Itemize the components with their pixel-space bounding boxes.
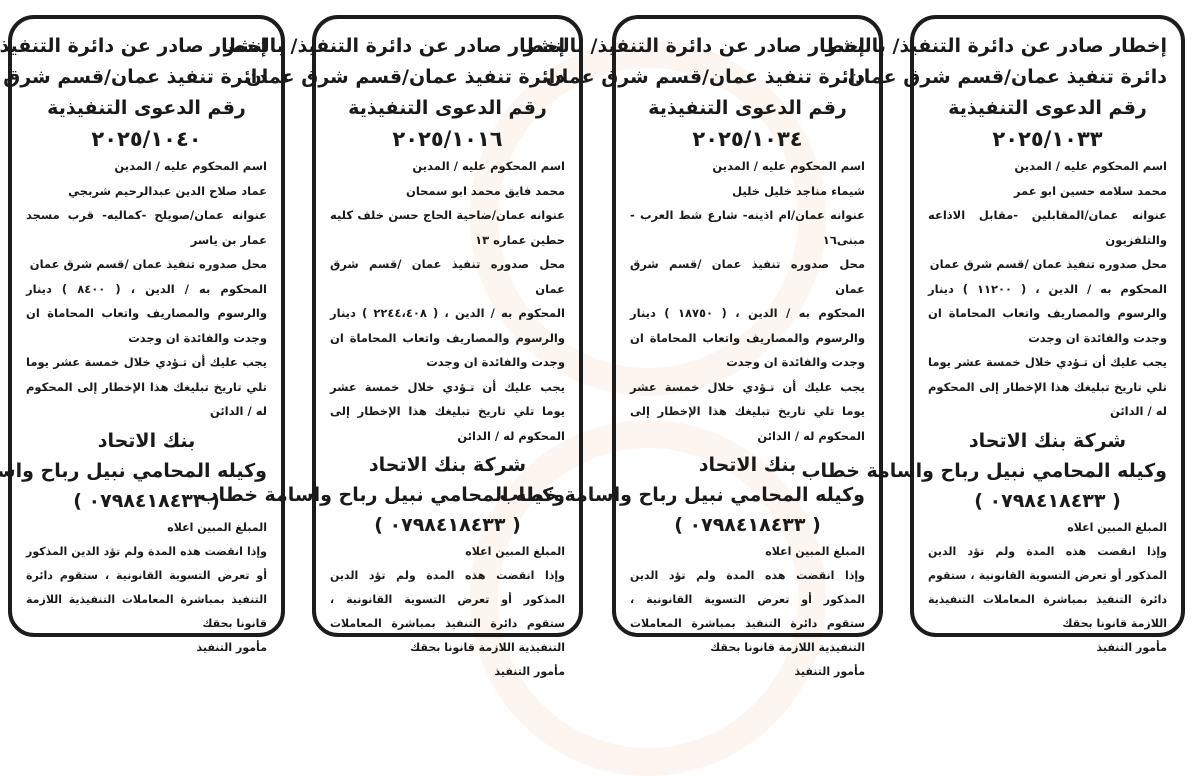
issuing-office: محل صدوره تنفيذ عمان /قسم شرق عمان xyxy=(330,257,565,296)
creditor-name: بنك الاتحاد xyxy=(97,429,196,452)
notice-footer: المبلغ المبين اعلاه وإذا انقضت هذه المدة … xyxy=(26,516,267,660)
case-number: ٢٠٢٥/١٠٣٣ xyxy=(992,127,1103,151)
creditor-name: شركة بنك الاتحاد xyxy=(368,454,527,476)
creditor-name: شركة بنك الاتحاد xyxy=(968,429,1127,452)
notice-title: إخطار صادر عن دائرة التنفيذ/ بالنشر xyxy=(825,35,1167,57)
notice-footer: المبلغ المبين اعلاه وإذا انقضت هذه المدة … xyxy=(630,540,865,684)
notice-footer: المبلغ المبين اعلاه وإذا انقضت هذه المدة … xyxy=(928,516,1167,660)
department: دائرة تنفيذ عمان/قسم شرق عمان xyxy=(545,66,865,88)
court-notice: إخطار صادر عن دائرة التنفيذ/ بالنشر دائرة… xyxy=(499,15,883,678)
signature: مأمور التنفيذ xyxy=(1096,640,1167,654)
case-number: ٢٠٢٥/١٠٤٠ xyxy=(91,127,202,151)
notice-title: إخطار صادر عن دائرة التنفيذ/ بالنشر xyxy=(523,35,865,57)
amount-reference: المبلغ المبين اعلاه xyxy=(1067,520,1167,534)
warning-text: وإذا انقضت هذه المدة ولم تؤد الدين المذك… xyxy=(26,544,267,630)
case-number-label: رقم الدعوى التنفيذية xyxy=(648,97,847,119)
notice-footer: المبلغ المبين اعلاه وإذا انقضت هذه المدة … xyxy=(330,540,565,684)
debtor-name: محمد سلامه حسين ابو عمر xyxy=(1013,183,1167,198)
issuing-office: محل صدوره تنفيذ عمان /قسم شرق عمان xyxy=(29,257,267,271)
phone-number: ( ٠٧٩٨٤١٨٤٣٣ ) xyxy=(374,514,521,536)
notice-body: اسم المحكوم عليه / المدين محمد فايق محمد … xyxy=(330,154,565,448)
case-number-label: رقم الدعوى التنفيذية xyxy=(47,97,246,119)
warning-text: وإذا انقضت هذه المدة ولم تؤد الدين المذك… xyxy=(630,569,865,654)
court-notice: إخطار صادر عن دائرة التنفيذ/ بالنشر دائرة… xyxy=(0,15,285,654)
lawyer-name: وكيله المحامي نبيل رباح واسامة خطاب xyxy=(499,484,865,506)
amount-reference: المبلغ المبين اعلاه xyxy=(465,545,565,558)
court-notice: إخطار صادر عن دائرة التنفيذ/ بالنشر دائرة… xyxy=(199,15,583,678)
signature: مأمور التنفيذ xyxy=(494,665,565,678)
debtor-name: محمد فايق محمد ابو سمحان xyxy=(406,183,565,198)
issuing-office: محل صدوره تنفيذ عمان /قسم شرق عمان xyxy=(929,257,1167,271)
lawyer-name: وكيله المحامي نبيل رباح واسامة خطاب xyxy=(801,459,1167,482)
debtor-label: اسم المحكوم عليه / المدين xyxy=(114,159,267,173)
signature: مأمور التنفيذ xyxy=(794,665,865,678)
judgment-amount: المحكوم به / الدين ، ( ١٨٧٥٠ ) دينار وال… xyxy=(630,306,865,369)
department: دائرة تنفيذ عمان/قسم شرق عمان xyxy=(0,66,267,88)
warning-text: وإذا انقضت هذه المدة ولم تؤد الدين المذك… xyxy=(928,544,1167,630)
payment-obligation: يجب عليك أن تـؤدي خلال خمسة عشر يوما تلي… xyxy=(330,379,565,443)
case-number: ٢٠٢٥/١٠١٦ xyxy=(392,127,503,151)
judgment-amount: المحكوم به / الدين ، ( ٨٤٠٠ ) دينار والر… xyxy=(26,281,267,345)
department: دائرة تنفيذ عمان/قسم شرق عمان xyxy=(847,66,1167,88)
phone-number: ( ٠٧٩٨٤١٨٤٣٣ ) xyxy=(974,489,1121,512)
debtor-name: شيماء مناجد خليل خليل xyxy=(732,183,865,198)
warning-text: وإذا انقضت هذه المدة ولم تؤد الدين المذك… xyxy=(330,569,565,654)
notice-body: اسم المحكوم عليه / المدين محمد سلامه حسين… xyxy=(928,154,1167,424)
payment-obligation: يجب عليك أن تـؤدي خلال خمسة عشر يوما تلي… xyxy=(630,379,865,443)
notice-title: إخطار صادر عن دائرة التنفيذ/ بالنشر xyxy=(0,35,267,57)
notice-title: إخطار صادر عن دائرة التنفيذ/ بالنشر xyxy=(223,35,565,57)
court-notice: إخطار صادر عن دائرة التنفيذ/ بالنشر دائرة… xyxy=(801,15,1185,654)
payment-obligation: يجب عليك أن تـؤدي خلال خمسة عشر يوما تلي… xyxy=(928,355,1167,418)
case-number: ٢٠٢٥/١٠٣٤ xyxy=(692,127,803,151)
debtor-address: عنوانه عمان/المقابلين -مقابل الاذاعه وال… xyxy=(928,208,1167,247)
creditor-name: بنك الاتحاد xyxy=(698,454,797,476)
notice-body: اسم المحكوم عليه / المدين عماد صلاح الدين… xyxy=(26,154,267,424)
department: دائرة تنفيذ عمان/قسم شرق عمان xyxy=(245,66,565,88)
lawyer-name: وكيله المحامي نبيل رباح واسامة خطاب xyxy=(0,459,267,482)
debtor-label: اسم المحكوم عليه / المدين xyxy=(712,159,865,173)
debtor-name: عماد صلاح الدين عبدالرحيم شربجي xyxy=(68,183,267,198)
payment-obligation: يجب عليك أن تـؤدي خلال خمسة عشر يوما تلي… xyxy=(26,355,267,418)
debtor-address: عنوانه عمان/ضاحية الحاج حسن خلف كليه حطي… xyxy=(330,208,565,247)
debtor-address: عنوانه عمان/صويلح -كماليه- قرب مسجد عمار… xyxy=(26,208,267,247)
phone-number: ( ٠٧٩٨٤١٨٤٣٣ ) xyxy=(674,514,821,536)
amount-reference: المبلغ المبين اعلاه xyxy=(167,520,267,534)
judgment-amount: المحكوم به / الدين ، ( ١١٢٠٠ ) دينار وال… xyxy=(928,281,1167,345)
judgment-amount: المحكوم به / الدين ، ( ٢٢٤٤،٤٠٨ ) دينار … xyxy=(330,306,565,369)
case-number-label: رقم الدعوى التنفيذية xyxy=(948,97,1147,119)
issuing-office: محل صدوره تنفيذ عمان /قسم شرق عمان xyxy=(630,257,865,296)
debtor-address: عنوانه عمان/ام اذينه- شارع شط العرب - مب… xyxy=(630,208,865,247)
notice-body: اسم المحكوم عليه / المدين شيماء مناجد خلي… xyxy=(630,154,865,448)
debtor-label: اسم المحكوم عليه / المدين xyxy=(1014,159,1167,173)
case-number-label: رقم الدعوى التنفيذية xyxy=(348,97,547,119)
signature: مأمور التنفيذ xyxy=(196,640,267,654)
lawyer-name: وكيله المحامي نبيل رباح واسامة خطاب xyxy=(199,484,565,506)
debtor-label: اسم المحكوم عليه / المدين xyxy=(412,159,565,173)
amount-reference: المبلغ المبين اعلاه xyxy=(765,545,865,558)
phone-number: ( ٠٧٩٨٤١٨٤٣٣ ) xyxy=(73,489,220,512)
